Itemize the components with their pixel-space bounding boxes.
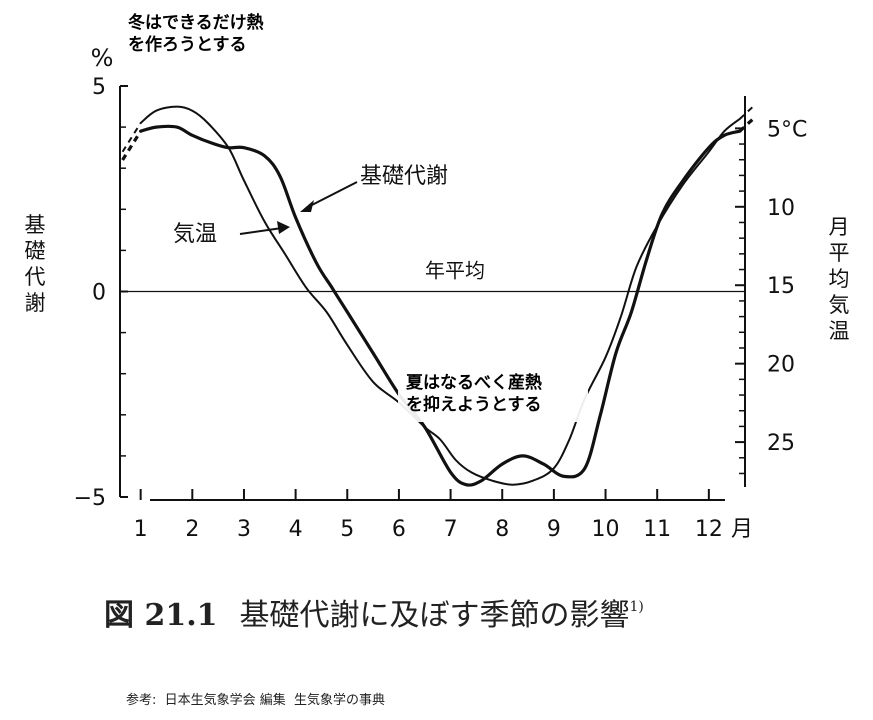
summer-annotation: 夏はなるべく産熱 を抑えようとする: [406, 372, 542, 416]
left-axis-unit: %: [91, 44, 114, 72]
summer-annotation-line-1: 夏はなるべく産熱: [406, 373, 542, 393]
left-axis-label-text: 基礎代謝: [24, 213, 46, 315]
axes: [119, 85, 746, 501]
left-tick-label: 5: [92, 75, 106, 100]
summer-annotation-line-2: を抑えようとする: [406, 395, 542, 415]
figure-number: 図 21.1: [104, 598, 218, 633]
x-tick-label: 10: [592, 517, 620, 542]
x-tick-label: 11: [643, 517, 671, 542]
series-arrowhead-temperature: [277, 221, 290, 234]
figure-caption: 図 21.1 基礎代謝に及ぼす季節の影響1): [104, 590, 644, 634]
left-tick-label: −5: [74, 486, 106, 511]
right-axis-label: 月平均気温: [826, 214, 852, 344]
winter-annotation: 冬はできるだけ熱 を作ろうとする: [128, 12, 264, 56]
series-line-metabolism: [139, 124, 742, 487]
figure-reference: 1): [629, 599, 644, 615]
right-tick-label: 5°C: [767, 117, 807, 142]
x-tick-label: 12: [695, 517, 723, 542]
series-line-temperature: [139, 105, 741, 486]
series-label-temperature: 気温: [173, 222, 217, 247]
x-tick-label: 5: [340, 517, 354, 542]
winter-annotation-line-1: 冬はできるだけ熱: [128, 13, 264, 33]
series-dash-start-temperature: [121, 122, 142, 153]
left-tick-label: 0: [92, 281, 106, 306]
x-tick-label: 9: [547, 517, 561, 542]
x-tick-label: 7: [444, 517, 458, 542]
series-dash-end-metabolism: [738, 115, 757, 133]
right-tick-label: 20: [767, 353, 795, 378]
left-axis-label: 基礎代謝: [22, 212, 48, 316]
series-leader-temperature: [239, 227, 283, 235]
x-tick-label: 2: [185, 517, 199, 542]
x-tick-label: 3: [237, 517, 251, 542]
x-tick-label: 1: [134, 517, 148, 542]
source-note: 参考: 日本生気象学会 編集 生気象学の事典: [126, 693, 386, 708]
right-tick-label: 10: [767, 196, 795, 221]
summer-annotation-backdrop: [398, 364, 588, 422]
series-leader-metabolism: [305, 181, 358, 209]
right-tick-label: 25: [767, 431, 795, 456]
series-label-metabolism: 基礎代謝: [360, 164, 448, 189]
figure-title: 基礎代謝に及ぼす季節の影響: [239, 598, 630, 633]
right-tick-label: 15: [767, 274, 795, 299]
x-tick-label: 4: [289, 517, 303, 542]
x-tick-label: 6: [392, 517, 406, 542]
annual-mean-label: 年平均: [425, 259, 485, 283]
right-axis-label-text: 月平均気温: [828, 215, 850, 343]
series-dash-end-temperature: [739, 103, 757, 120]
series-dash-start-metabolism: [121, 130, 143, 161]
winter-annotation-line-2: を作ろうとする: [128, 35, 247, 55]
series-lines: [120, 103, 757, 487]
x-tick-label: 8: [495, 517, 509, 542]
x-axis-unit: 月: [731, 517, 753, 542]
series-arrowhead-metabolism: [300, 200, 314, 212]
